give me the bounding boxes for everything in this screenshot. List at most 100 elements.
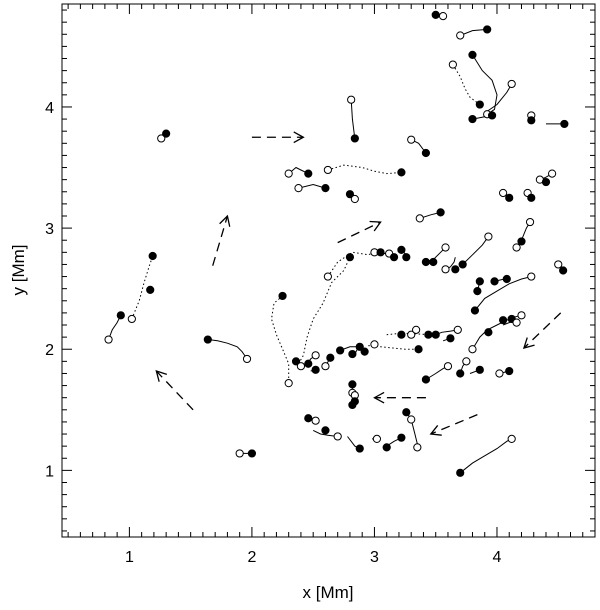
filled-marker <box>345 190 355 199</box>
open-marker <box>499 188 508 198</box>
filled-marker <box>436 208 445 217</box>
filled-marker <box>502 274 511 284</box>
filled-marker <box>431 10 440 20</box>
filled-marker <box>348 400 357 410</box>
y-tick-label: 4 <box>45 100 54 117</box>
track-line <box>472 54 498 115</box>
open-marker <box>347 95 356 104</box>
track-line <box>459 438 512 474</box>
x-tick-label: 2 <box>247 549 256 566</box>
track-line <box>484 83 513 114</box>
filled-marker <box>304 359 313 368</box>
open-marker <box>525 217 535 227</box>
filled-marker <box>527 116 536 125</box>
y-tick-label: 2 <box>45 342 54 359</box>
track-line <box>386 333 429 336</box>
filled-marker <box>321 184 330 193</box>
filled-marker <box>475 100 484 109</box>
y-tick-label: 3 <box>45 221 54 238</box>
feature-markers <box>104 10 569 477</box>
filled-marker <box>402 408 411 417</box>
flow-arrow-shaft <box>523 312 562 349</box>
open-marker <box>407 415 416 424</box>
filled-marker <box>517 237 526 246</box>
track-line <box>405 411 418 444</box>
filled-marker <box>247 449 257 458</box>
open-marker <box>296 362 306 371</box>
filled-marker <box>505 193 514 202</box>
open-marker <box>413 443 422 452</box>
filled-marker <box>505 366 514 376</box>
flow-arrow-shaft <box>212 215 229 266</box>
filled-marker <box>424 330 433 339</box>
filled-marker <box>355 342 364 351</box>
open-marker <box>311 351 320 360</box>
open-marker <box>415 214 424 223</box>
filled-marker <box>414 345 423 354</box>
filled-marker <box>348 380 357 389</box>
filled-marker <box>382 443 391 452</box>
filled-marker <box>397 433 406 442</box>
filled-marker <box>402 253 411 262</box>
filled-marker <box>336 346 345 355</box>
open-marker <box>242 354 252 364</box>
open-marker <box>512 243 521 252</box>
filled-marker <box>350 134 359 143</box>
filled-marker <box>456 369 465 378</box>
open-marker <box>157 134 166 143</box>
open-marker <box>548 169 557 178</box>
open-marker <box>104 335 113 344</box>
open-marker <box>127 314 136 324</box>
filled-marker <box>203 335 212 344</box>
open-marker <box>441 265 450 274</box>
track-line <box>350 99 356 139</box>
track-line <box>460 28 488 36</box>
filled-marker <box>376 248 385 257</box>
filled-marker <box>499 316 508 325</box>
open-marker <box>456 31 465 40</box>
filled-marker <box>429 257 438 267</box>
flow-arrow-head <box>373 391 385 404</box>
x-tick-label: 3 <box>370 549 379 566</box>
flow-arrow-shaft <box>430 414 478 435</box>
tick-labels: 1 2 3 4 1 2 3 4 <box>45 100 501 566</box>
filled-marker <box>483 25 492 34</box>
flow-arrow-head <box>293 131 305 144</box>
flow-arrow-head <box>155 370 168 382</box>
filled-marker <box>397 245 406 255</box>
open-marker <box>407 135 416 144</box>
feature-tracks <box>108 14 565 474</box>
open-marker <box>443 362 453 371</box>
filled-marker <box>389 253 399 262</box>
track-line <box>452 64 481 105</box>
filled-marker <box>431 330 440 339</box>
filled-marker <box>468 50 477 59</box>
track-line <box>270 295 290 384</box>
filled-marker <box>473 286 482 296</box>
track-line <box>298 256 351 365</box>
track-line <box>131 255 154 320</box>
open-marker <box>438 12 448 21</box>
open-marker <box>412 325 421 334</box>
open-marker <box>370 340 379 349</box>
track-line <box>462 236 489 265</box>
track-line <box>327 251 375 277</box>
filled-marker <box>559 266 568 275</box>
open-marker <box>512 318 521 327</box>
open-marker <box>495 369 504 378</box>
filled-marker <box>475 277 484 286</box>
filled-marker <box>162 129 171 138</box>
filled-marker <box>458 260 467 269</box>
filled-marker <box>278 291 287 301</box>
open-marker <box>284 379 293 388</box>
filled-marker <box>148 251 157 261</box>
open-marker <box>333 432 342 441</box>
flow-arrow-shaft <box>337 221 381 244</box>
filled-marker <box>360 347 369 356</box>
open-marker <box>311 416 320 425</box>
x-tick-label: 1 <box>125 549 134 566</box>
open-marker <box>294 184 303 193</box>
track-line <box>312 429 338 437</box>
filled-marker <box>446 334 455 343</box>
